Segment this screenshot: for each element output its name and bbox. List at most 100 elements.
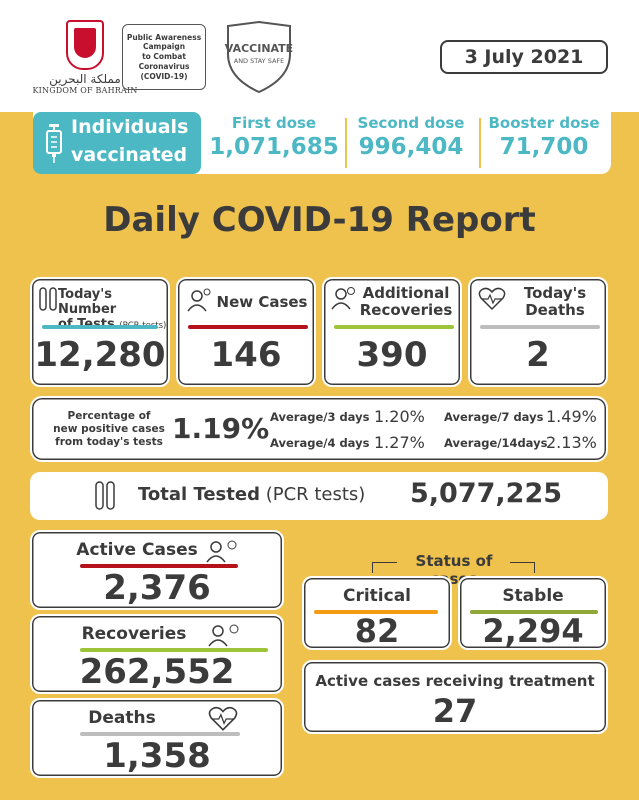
bracket-left bbox=[372, 562, 397, 573]
percentage-label-line: Percentage of bbox=[67, 410, 151, 422]
second-dose-value: 996,404 bbox=[358, 134, 464, 160]
badge-subtitle: AND STAY SAFE bbox=[233, 57, 285, 65]
person-virus-icon bbox=[206, 540, 237, 563]
stable-card: Stable 2,294 bbox=[458, 576, 608, 650]
new-cases-bar bbox=[188, 325, 308, 329]
vaccination-strip: Individuals vaccinated First dose 1,071,… bbox=[33, 112, 611, 174]
deaths-value: 2 bbox=[526, 335, 550, 375]
tests-bar bbox=[42, 325, 158, 329]
campaign-line: Campaign bbox=[142, 42, 186, 52]
booster-dose-value: 71,700 bbox=[499, 134, 589, 160]
avg4-label: Average/4 days bbox=[270, 436, 370, 450]
vaccinated-label-line1: Individuals bbox=[71, 116, 189, 138]
syringe-icon bbox=[46, 124, 62, 163]
deaths-card: Today's Deaths 2 bbox=[468, 277, 608, 387]
bracket-right bbox=[510, 562, 535, 573]
recoveries-card: Additional Recoveries 390 bbox=[322, 277, 462, 387]
active-cases-value: 2,376 bbox=[103, 568, 211, 608]
critical-bar bbox=[314, 610, 438, 614]
tests-label-line1: Today's Number bbox=[58, 287, 117, 317]
page-title: Daily COVID-19 Report bbox=[103, 200, 536, 240]
tests-card: Today's Number of Tests (PCR tests) 12,2… bbox=[30, 277, 170, 387]
avg14-value: 2.13% bbox=[546, 433, 597, 452]
total-tested-label: Total Tested (PCR tests) bbox=[138, 484, 365, 505]
second-dose: Second dose 996,404 bbox=[347, 114, 475, 160]
bahrain-crest-icon bbox=[66, 20, 104, 70]
avg7-value: 1.49% bbox=[546, 407, 597, 426]
recoveries-bar bbox=[334, 325, 454, 329]
percentage-label: Percentage of new positive cases from to… bbox=[44, 410, 174, 449]
shield-icon bbox=[227, 20, 291, 94]
logo-arabic: مملكة البحرين bbox=[49, 72, 121, 86]
test-tubes-icon bbox=[95, 481, 115, 510]
treatment-label: Active cases receiving treatment bbox=[315, 672, 595, 690]
active-cases-bar bbox=[80, 564, 238, 568]
kingdom-logo: مملكة البحرين KINGDOM OF BAHRAIN bbox=[30, 20, 140, 95]
percentage-card: Percentage of new positive cases from to… bbox=[30, 396, 608, 462]
avg4-value: 1.27% bbox=[374, 433, 425, 452]
campaign-line: to Combat bbox=[142, 52, 186, 62]
campaign-box: Public Awareness Campaign to Combat Coro… bbox=[122, 24, 206, 90]
badge-title: VACCINATE bbox=[224, 42, 294, 55]
vaccinate-badge: VACCINATE AND STAY SAFE bbox=[220, 20, 298, 94]
logo-english: KINGDOM OF BAHRAIN bbox=[32, 86, 138, 95]
report-date: 3 July 2021 bbox=[440, 40, 608, 74]
total-recoveries-bar bbox=[80, 648, 268, 652]
person-recovery-icon bbox=[208, 624, 239, 647]
total-deaths-label: Deaths bbox=[88, 708, 156, 728]
vaccinated-label-box: Individuals vaccinated bbox=[33, 112, 201, 174]
heartbeat-icon bbox=[208, 706, 238, 731]
recoveries-label-line1: Additional bbox=[362, 284, 450, 302]
deaths-bar bbox=[480, 325, 600, 329]
booster-dose: Booster dose 71,700 bbox=[481, 114, 607, 160]
avg14-label: Average/14days bbox=[444, 436, 548, 450]
critical-card: Critical 82 bbox=[302, 576, 452, 650]
divider bbox=[345, 118, 347, 168]
avg3-value: 1.20% bbox=[374, 407, 425, 426]
new-cases-value: 146 bbox=[210, 335, 282, 375]
total-deaths-value: 1,358 bbox=[103, 736, 211, 776]
person-virus-icon bbox=[187, 288, 211, 312]
recoveries-label-line2: Recoveries bbox=[359, 301, 453, 319]
deaths-label: Today's Deaths bbox=[510, 285, 600, 319]
total-recoveries-card: Recoveries 262,552 bbox=[30, 614, 284, 694]
new-cases-label: New Cases bbox=[216, 293, 308, 311]
total-tested-value: 5,077,225 bbox=[410, 478, 563, 509]
treatment-card: Active cases receiving treatment 27 bbox=[302, 660, 608, 734]
critical-value: 82 bbox=[354, 612, 400, 650]
avg3-label: Average/3 days bbox=[270, 410, 370, 424]
total-recoveries-value: 262,552 bbox=[79, 652, 235, 692]
booster-dose-label: Booster dose bbox=[488, 114, 600, 132]
campaign-line: (COVID-19) bbox=[140, 71, 188, 81]
vaccinated-label-line2: vaccinated bbox=[71, 144, 188, 166]
campaign-line: Coronavirus bbox=[138, 61, 190, 71]
divider bbox=[479, 118, 481, 168]
total-recoveries-label: Recoveries bbox=[81, 624, 187, 644]
percentage-label-line: new positive cases bbox=[53, 423, 165, 435]
first-dose-value: 1,071,685 bbox=[209, 134, 339, 160]
tests-value: 12,280 bbox=[34, 335, 166, 375]
stable-bar bbox=[470, 610, 598, 614]
heartbeat-icon bbox=[478, 287, 506, 311]
percentage-label-line: from today's tests bbox=[55, 436, 163, 448]
percentage-value: 1.19% bbox=[172, 412, 270, 445]
critical-label: Critical bbox=[342, 586, 412, 606]
person-recovery-icon bbox=[331, 287, 355, 310]
first-dose: First dose 1,071,685 bbox=[205, 114, 343, 160]
campaign-line: Public Awareness bbox=[126, 32, 202, 42]
total-tested-bar: Total Tested (PCR tests) 5,077,225 bbox=[30, 472, 608, 520]
deaths-label-line2: Deaths bbox=[525, 301, 585, 319]
first-dose-label: First dose bbox=[231, 114, 317, 132]
second-dose-label: Second dose bbox=[357, 114, 465, 132]
active-cases-card: Active Cases 2,376 bbox=[30, 530, 284, 610]
stable-value: 2,294 bbox=[482, 612, 584, 650]
total-label-normal: (PCR tests) bbox=[265, 484, 366, 505]
total-deaths-card: Deaths 1,358 bbox=[30, 698, 284, 778]
header-band bbox=[0, 0, 639, 112]
active-cases-label: Active Cases bbox=[76, 540, 198, 560]
stable-label: Stable bbox=[502, 586, 564, 606]
total-deaths-bar bbox=[80, 732, 240, 736]
recoveries-label: Additional Recoveries bbox=[354, 285, 458, 319]
new-cases-card: New Cases 146 bbox=[176, 277, 316, 387]
treatment-value: 27 bbox=[432, 692, 478, 730]
